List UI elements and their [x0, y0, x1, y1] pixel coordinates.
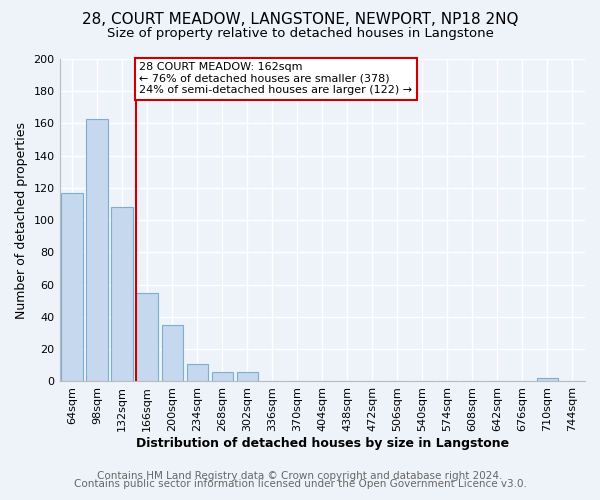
Bar: [236, 372, 258, 382]
Text: Size of property relative to detached houses in Langstone: Size of property relative to detached ho…: [107, 28, 493, 40]
Text: Contains public sector information licensed under the Open Government Licence v3: Contains public sector information licen…: [74, 479, 526, 489]
Bar: [112, 208, 133, 382]
Bar: [161, 325, 183, 382]
X-axis label: Distribution of detached houses by size in Langstone: Distribution of detached houses by size …: [136, 437, 509, 450]
Bar: [212, 372, 233, 382]
Bar: [86, 118, 108, 382]
Bar: [61, 193, 83, 382]
Text: 28 COURT MEADOW: 162sqm
← 76% of detached houses are smaller (378)
24% of semi-d: 28 COURT MEADOW: 162sqm ← 76% of detache…: [139, 62, 412, 96]
Text: Contains HM Land Registry data © Crown copyright and database right 2024.: Contains HM Land Registry data © Crown c…: [97, 471, 503, 481]
Text: 28, COURT MEADOW, LANGSTONE, NEWPORT, NP18 2NQ: 28, COURT MEADOW, LANGSTONE, NEWPORT, NP…: [82, 12, 518, 28]
Bar: [136, 293, 158, 382]
Y-axis label: Number of detached properties: Number of detached properties: [15, 122, 28, 318]
Bar: [537, 378, 558, 382]
Bar: [187, 364, 208, 382]
